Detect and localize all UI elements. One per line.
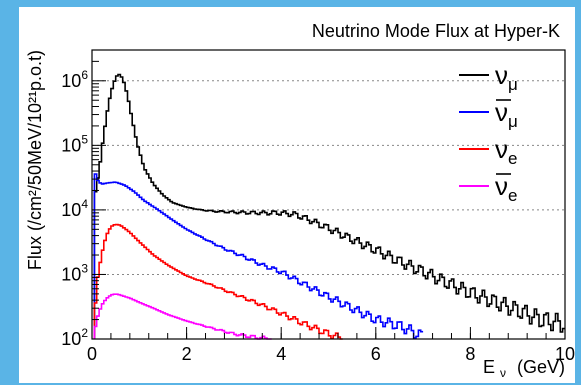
legend-entry-subscript: e — [508, 186, 517, 205]
x-axis-title-subscript: ν — [500, 366, 506, 380]
legend-entry-subscript: μ — [508, 112, 518, 131]
y-tick-label: 105 — [61, 132, 88, 155]
y-tick-exponent: 2 — [81, 326, 88, 340]
legend-entry-symbol: ν — [495, 97, 508, 127]
y-tick-exponent: 4 — [81, 197, 88, 211]
y-tick-label: 106 — [61, 68, 88, 91]
flux-chart: Neutrino Mode Flux at Hyper-K 1021031041… — [25, 21, 575, 381]
x-axis-title: E ν (GeV) — [483, 357, 565, 381]
y-tick-base: 10 — [61, 200, 81, 220]
x-tick-label: 10 — [555, 344, 575, 364]
y-tick-base: 10 — [61, 71, 81, 91]
legend-entry-subscript: e — [508, 149, 517, 168]
legend-entry-symbol: ν — [495, 60, 508, 90]
plot-border — [91, 49, 566, 340]
y-tick-exponent: 6 — [81, 68, 88, 82]
legend-entry-symbol: ν — [495, 134, 508, 164]
y-tick-base: 10 — [61, 329, 81, 349]
legend-entry-symbol: ν — [495, 171, 508, 201]
flux-series-line — [93, 293, 272, 340]
flux-series-line — [93, 223, 343, 340]
flux-series-line — [93, 73, 565, 339]
x-tick-label: 6 — [371, 344, 381, 364]
y-tick-label: 104 — [61, 197, 88, 220]
legend-entry: νe — [495, 134, 517, 168]
y-tick-exponent: 5 — [81, 132, 88, 146]
legend-entry: νe — [495, 171, 517, 205]
flux-series-line — [93, 173, 424, 339]
x-tick-label: 8 — [465, 344, 475, 364]
x-axis-title-unit: (GeV) — [517, 357, 565, 377]
x-tick-label: 4 — [276, 344, 286, 364]
legend-entry-subscript: μ — [508, 75, 518, 94]
y-tick-label: 103 — [61, 261, 88, 284]
y-axis-title: Flux (/cm²/50MeV/10²¹p.o.t) — [25, 50, 45, 270]
x-axis-title-main: E — [483, 357, 495, 377]
y-tick-exponent: 3 — [81, 261, 88, 275]
chart-title: Neutrino Mode Flux at Hyper-K — [312, 21, 560, 41]
x-tick-label: 0 — [87, 344, 97, 364]
grid-lines — [92, 80, 565, 275]
y-tick-label: 102 — [61, 326, 88, 349]
y-tick-base: 10 — [61, 135, 81, 155]
flux-curves — [93, 73, 565, 340]
x-tick-label: 2 — [182, 344, 192, 364]
plot-panel: Neutrino Mode Flux at Hyper-K 102 103 104 1… — [19, 7, 575, 383]
legend-entry: νμ — [495, 60, 518, 94]
y-tick-base: 10 — [61, 264, 81, 284]
legend-entry: νμ — [495, 97, 518, 131]
